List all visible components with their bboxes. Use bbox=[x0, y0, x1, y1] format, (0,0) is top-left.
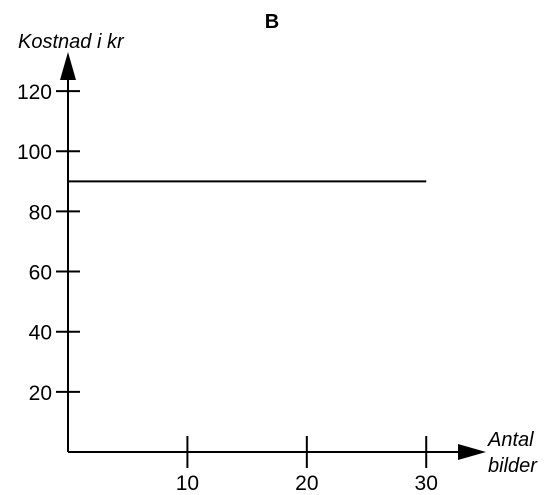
chart-title: B bbox=[265, 11, 279, 33]
x-tick-label: 30 bbox=[415, 472, 438, 495]
y-tick-label: 120 bbox=[17, 81, 52, 104]
x-axis-label-line-1: Antal bbox=[487, 429, 534, 451]
y-tick-label: 40 bbox=[29, 322, 52, 345]
x-tick-label: 10 bbox=[176, 472, 199, 495]
y-axis-arrow-icon bbox=[60, 52, 76, 80]
y-tick-label: 80 bbox=[29, 201, 52, 224]
x-axis-arrow-icon bbox=[458, 444, 486, 460]
y-tick-label: 60 bbox=[29, 262, 52, 285]
x-tick-label: 20 bbox=[295, 472, 318, 495]
y-tick-label: 100 bbox=[17, 141, 52, 164]
x-axis-label-line-2: bilder bbox=[488, 455, 538, 477]
y-tick-label: 20 bbox=[29, 382, 52, 405]
y-axis-label: Kostnad i kr bbox=[18, 31, 125, 53]
axis-ticks: 20 40 60 80 100 120 10 20 30 bbox=[17, 81, 438, 495]
